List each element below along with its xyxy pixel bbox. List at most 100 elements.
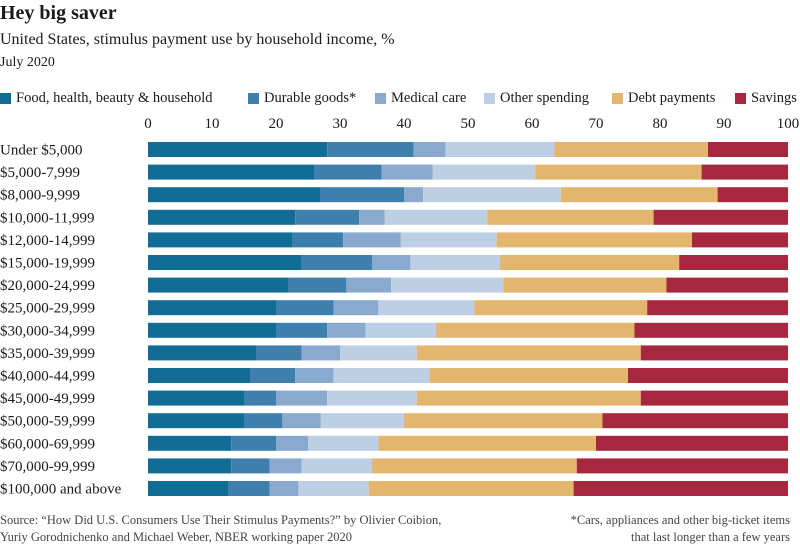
bar-segment — [276, 300, 334, 316]
bar-segment — [701, 164, 788, 180]
category-label: Under $5,000 — [0, 143, 83, 159]
bar-segment — [301, 458, 372, 474]
bar-segment — [576, 458, 788, 474]
footnote-line-1: *Cars, appliances and other big-ticket i… — [570, 513, 790, 527]
bar-segment — [391, 277, 504, 293]
footnote: *Cars, appliances and other big-ticket i… — [571, 512, 790, 546]
bar-segment — [445, 142, 555, 157]
bar-segment — [276, 435, 308, 451]
bar-segment — [314, 164, 382, 180]
stacked-bar-chart: 0 10 20 30 40 50 60 70 80 90 100 Under $5,000 $5,000… — [0, 116, 800, 498]
legend-label: Other spending — [500, 90, 589, 106]
bar-segment — [231, 435, 276, 451]
legend-item: Medical care — [375, 90, 466, 107]
bar-segment — [295, 368, 334, 383]
bar-segment — [679, 255, 788, 270]
category-label: $8,000-9,999 — [0, 188, 80, 204]
bar-segment — [653, 209, 788, 225]
bar-segment — [148, 368, 251, 383]
legend-label: Medical care — [391, 90, 467, 106]
category-label: $35,000-39,999 — [0, 346, 95, 362]
bar-segment — [148, 187, 321, 203]
bar-segment — [148, 277, 289, 293]
bar-segment — [148, 345, 257, 361]
legend-swatch — [248, 93, 259, 104]
bar-segment — [148, 300, 276, 316]
source-line-2: Yuriy Gorodnichenko and Michael Weber, N… — [0, 530, 353, 544]
bar-segment — [276, 322, 328, 338]
category-label: $40,000-44,999 — [0, 369, 95, 385]
x-tick-label: 90 — [717, 116, 732, 132]
legend-item: Debt payments — [612, 90, 715, 107]
bar-segment — [295, 209, 360, 225]
bar-segment — [276, 390, 328, 406]
bar-segment — [602, 413, 788, 429]
bar-segment — [282, 413, 321, 429]
source-note: Source: “How Did U.S. Consumers Use Thei… — [0, 512, 441, 546]
bar-segment — [292, 232, 344, 248]
bar-segment — [308, 435, 379, 451]
x-tick-label: 20 — [269, 116, 284, 132]
category-label: $45,000-49,999 — [0, 391, 95, 407]
bar-segment — [148, 390, 244, 406]
bar-segment — [327, 322, 366, 338]
bar-segment — [666, 277, 788, 293]
legend-swatch — [375, 93, 386, 104]
bar-segment — [432, 164, 536, 180]
bar-segment — [301, 255, 372, 270]
bar-segment — [384, 209, 488, 225]
bar-segment — [250, 368, 296, 383]
bar-segment — [340, 345, 417, 361]
bar-segment — [244, 390, 276, 406]
legend-item: Durable goods* — [248, 90, 356, 107]
bar-segment — [372, 458, 577, 474]
bar-segment — [381, 164, 433, 180]
bar-segment — [148, 481, 228, 496]
x-tick-label: 40 — [397, 116, 412, 132]
bar-segment — [413, 142, 446, 157]
bar-segment — [410, 255, 500, 270]
bar-segment — [628, 368, 788, 383]
category-label: $70,000-99,999 — [0, 459, 95, 475]
x-tick-label: 100 — [777, 116, 800, 132]
legend-item: Savings — [735, 90, 797, 107]
legend-swatch — [484, 93, 495, 104]
legend-swatch — [735, 93, 746, 104]
bar-segment — [487, 209, 654, 225]
category-label: $5,000-7,999 — [0, 165, 80, 181]
bar-segment — [228, 481, 270, 496]
bar-segment — [148, 209, 296, 225]
category-label: $15,000-19,999 — [0, 256, 95, 272]
bar-segment — [647, 300, 788, 316]
bar-segment — [148, 458, 232, 474]
bar-segment — [416, 390, 641, 406]
legend-label: Savings — [751, 90, 797, 106]
bar-segment — [359, 209, 385, 225]
category-label: $30,000-34,999 — [0, 323, 95, 339]
chart-title: Hey big saver — [0, 2, 117, 24]
bar-segment — [346, 277, 392, 293]
bar-segment — [231, 458, 270, 474]
bar-segment — [256, 345, 302, 361]
x-tick-label: 0 — [144, 116, 152, 132]
bar-segment — [717, 187, 788, 203]
category-label: $100,000 and above — [0, 482, 122, 498]
bar-segment — [378, 435, 596, 451]
bar-segment — [573, 481, 788, 496]
legend-label: Durable goods* — [264, 90, 357, 106]
bar-segment — [708, 142, 788, 157]
bar-segment — [500, 255, 680, 270]
x-tick-label: 80 — [653, 116, 668, 132]
bar-segment — [378, 300, 475, 316]
bar-segment — [535, 164, 702, 180]
bar-segment — [640, 390, 788, 406]
bar-segment — [368, 481, 574, 496]
bar-segment — [429, 368, 628, 383]
legend-label: Debt payments — [628, 90, 716, 106]
bar-segment — [269, 458, 302, 474]
category-label: $20,000-24,999 — [0, 278, 95, 294]
bar-segment — [301, 345, 340, 361]
source-line-1: Source: “How Did U.S. Consumers Use Thei… — [0, 513, 442, 527]
bar-segment — [474, 300, 648, 316]
bar-segment — [692, 232, 788, 248]
